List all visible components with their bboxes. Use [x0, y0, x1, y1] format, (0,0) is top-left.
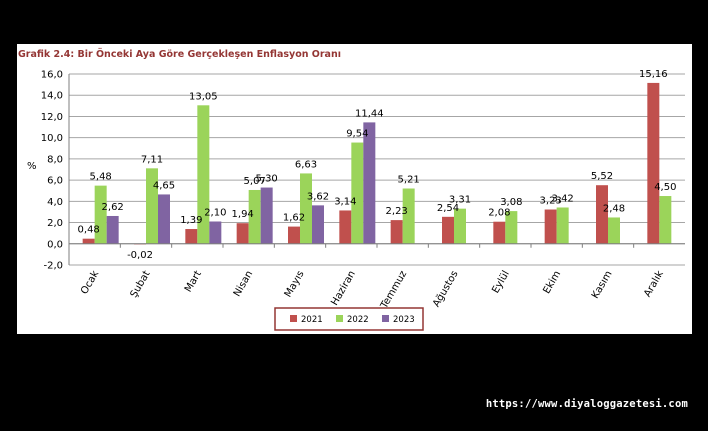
x-tick-label: Mart — [183, 269, 204, 294]
y-axis-label: % — [27, 161, 37, 172]
legend: 2021 2022 2023 — [274, 307, 424, 331]
data-label-2021-10: 5,52 — [591, 171, 613, 182]
bar-2022-1 — [146, 168, 158, 244]
y-tick-label: 8,0 — [47, 154, 63, 165]
bar-2021-10 — [596, 185, 608, 244]
data-label-2021-7: 2,54 — [437, 203, 459, 214]
y-tick-label: 0,0 — [47, 239, 63, 250]
data-label-2021-1: -0,02 — [127, 250, 153, 261]
watermark-url: https://www.diyaloggazetesi.com — [485, 398, 688, 410]
x-tick-label: Şubat — [129, 269, 153, 300]
bar-2023-2 — [209, 221, 222, 244]
data-label-2022-4: 6,63 — [295, 159, 317, 170]
data-label-2021-3: 1,94 — [232, 209, 254, 220]
x-tick-label: Mayıs — [283, 269, 307, 299]
bar-2023-4 — [312, 205, 324, 244]
bar-2023-5 — [363, 122, 376, 244]
data-label-2021-11: 15,16 — [639, 69, 668, 80]
data-label-2022-5: 9,54 — [346, 129, 368, 140]
legend-box — [274, 307, 424, 331]
data-label-2022-10: 2,48 — [603, 203, 625, 214]
data-label-2022-0: 5,48 — [90, 172, 112, 183]
data-label-2023-0: 2,62 — [102, 202, 124, 213]
x-tick-label: Aralık — [642, 269, 666, 299]
y-tick-label: 4,0 — [47, 197, 63, 208]
legend-swatch-2021 — [290, 315, 297, 322]
data-labels: 0,48 -0,02 1,39 1,94 1,62 3,14 2,23 2,54 2,08 3,2… — [78, 69, 677, 261]
bar-2021-11 — [647, 82, 660, 244]
data-label-2022-3: 5,07 — [244, 176, 266, 187]
bar-2021-8 — [493, 221, 506, 244]
bar-2023-3 — [260, 187, 273, 244]
data-label-2022-11: 4,50 — [654, 182, 676, 193]
bar-2023-0 — [106, 215, 119, 244]
bar-2022-6 — [402, 188, 415, 244]
bar-2022-0 — [94, 185, 107, 244]
data-label-2023-2: 2,10 — [204, 207, 226, 218]
data-label-2021-4: 1,62 — [283, 213, 305, 224]
y-tick-label: -2,0 — [43, 261, 63, 272]
y-tick-label: 16,0 — [41, 70, 63, 81]
data-label-2021-9: 3,23 — [540, 196, 562, 207]
legend-label-2021: 2021 — [301, 315, 323, 325]
data-label-2023-1: 4,65 — [153, 180, 175, 191]
data-label-2022-8: 3,08 — [500, 197, 522, 208]
legend-swatch-2022 — [336, 315, 343, 322]
bar-2021-7 — [442, 216, 454, 244]
x-tick-label: Ekim — [541, 269, 563, 296]
y-tick-label: 14,0 — [41, 91, 63, 102]
data-label-2022-1: 7,11 — [141, 154, 163, 165]
data-label-2022-2: 13,05 — [189, 91, 218, 102]
x-tick-label: Eylül — [490, 269, 512, 295]
x-tick-label: Ağustos — [430, 269, 460, 310]
legend-label-2022: 2022 — [347, 315, 369, 325]
data-label-2021-6: 2,23 — [386, 206, 408, 217]
chart-title: Grafik 2.4: Bir Önceki Aya Göre Gerçekle… — [18, 49, 341, 60]
x-tick-label: Temmuz — [378, 269, 409, 311]
x-tick-label: Kasım — [590, 269, 615, 301]
bar-2021-4 — [288, 226, 300, 244]
bar-2022-3 — [248, 189, 261, 244]
bar-2022-10 — [608, 217, 620, 244]
data-label-2022-9: 3,42 — [552, 193, 574, 204]
data-label-2023-5: 11,44 — [355, 108, 384, 119]
data-label-2021-5: 3,14 — [334, 196, 356, 207]
legend-swatch-2023 — [382, 315, 389, 322]
y-tick-label: 12,0 — [41, 112, 63, 123]
bar-2021-3 — [236, 223, 249, 244]
data-label-2022-7: 3,31 — [449, 195, 471, 206]
bar-2021-5 — [339, 210, 352, 244]
bar-2021-9 — [544, 209, 557, 244]
x-tick-label: Ocak — [79, 269, 101, 297]
bar-2021-2 — [185, 229, 198, 244]
bar-2022-2 — [197, 105, 210, 244]
bar-2022-8 — [505, 211, 518, 244]
legend-label-2023: 2023 — [393, 315, 415, 325]
data-label-2023-3: 5,30 — [256, 174, 278, 185]
x-tick-label: Nisan — [232, 269, 255, 299]
y-tick-label: 10,0 — [41, 133, 63, 144]
bars — [82, 82, 672, 245]
chart-panel: Grafik 2.4: Bir Önceki Aya Göre Gerçekle… — [17, 44, 692, 334]
bar-2021-6 — [390, 220, 403, 244]
x-tick-label: Haziran — [329, 269, 358, 308]
bar-2022-9 — [556, 207, 569, 244]
bar-2021-0 — [82, 238, 95, 244]
data-label-2021-8: 2,08 — [488, 208, 510, 219]
bar-2022-11 — [659, 196, 672, 244]
y-tick-label: 6,0 — [47, 176, 63, 187]
bar-chart: -2,0 0,0 2,0 4,0 6,0 8,0 10,0 12,0 14,0 16,0 Ocak Ş… — [27, 69, 685, 331]
y-tick-label: 2,0 — [47, 218, 63, 229]
data-label-2022-6: 5,21 — [398, 174, 420, 185]
bar-2022-7 — [454, 208, 466, 244]
bar-2022-4 — [300, 173, 312, 244]
bar-2023-1 — [158, 194, 170, 244]
bar-2022-5 — [351, 142, 364, 244]
data-label-2021-0: 0,48 — [78, 225, 100, 236]
data-label-2021-2: 1,39 — [180, 215, 202, 226]
data-label-2023-4: 3,62 — [307, 191, 329, 202]
